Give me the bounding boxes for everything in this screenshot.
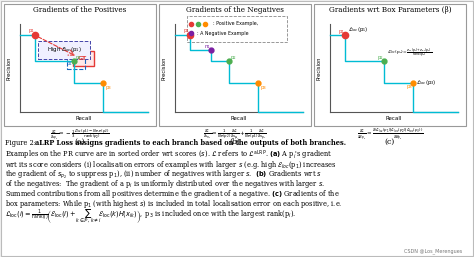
Text: Precision: Precision [317, 56, 321, 80]
Text: p₁: p₁ [184, 29, 189, 33]
Text: : A Negative Example: : A Negative Example [197, 31, 249, 35]
Text: p₁: p₁ [67, 61, 73, 67]
Text: p₁: p₁ [29, 29, 34, 33]
Text: GT: GT [78, 57, 87, 61]
Text: p₃: p₃ [105, 85, 111, 90]
Text: box parameters: While p$_1$ (with highest $s$) is included in total localisation: box parameters: While p$_1$ (with highes… [5, 198, 343, 210]
Text: $\mathcal{L}_{loc}$(p₂)=$\frac{\mathcal{E}_{loc}(p_1){+}\mathcal{E}_{loc}(p_2)}{: $\mathcal{L}_{loc}$(p₂)=$\frac{\mathcal{… [387, 47, 432, 60]
FancyBboxPatch shape [4, 4, 156, 126]
Text: : Positive Example,: : Positive Example, [213, 22, 258, 26]
Text: (a): (a) [75, 138, 85, 146]
Text: n₁: n₁ [204, 44, 210, 49]
Text: Gradients of the Positives: Gradients of the Positives [33, 6, 127, 14]
Text: $\frac{\partial\mathcal{L}}{\partial s_{p_2}} = -\frac{1}{3}\frac{\mathcal{E}_{l: $\frac{\partial\mathcal{L}}{\partial s_{… [50, 127, 110, 143]
Text: $\frac{\partial\mathcal{L}}{\partial s_{n_1}} = \frac{1}{N_{\mathcal{P}}(p_2)}\f: $\frac{\partial\mathcal{L}}{\partial s_{… [203, 127, 267, 142]
Text: p₂: p₂ [377, 55, 383, 60]
Text: $\mathcal{L}_{\mathrm{loc}}(i) = \frac{1}{\mathrm{rank}(i)}\!\left(\mathcal{E}_{: $\mathcal{L}_{\mathrm{loc}}(i) = \frac{1… [5, 208, 296, 226]
Text: Gradients of the Negatives: Gradients of the Negatives [186, 6, 284, 14]
Text: Figure 2:: Figure 2: [5, 139, 38, 147]
Text: CSDN @Los_Merengues: CSDN @Los_Merengues [404, 248, 462, 254]
Text: (b): (b) [229, 138, 240, 146]
Text: wrt its score considers (i) localisation errors of examples with larger $s$ (e.g: wrt its score considers (i) localisation… [5, 159, 337, 171]
Text: $\mathcal{L}_{loc}$(p₃): $\mathcal{L}_{loc}$(p₃) [416, 78, 437, 87]
Text: Gradients wrt Box Parameters (β): Gradients wrt Box Parameters (β) [328, 6, 451, 14]
Text: Recall: Recall [386, 116, 402, 121]
FancyBboxPatch shape [187, 16, 287, 42]
FancyBboxPatch shape [38, 41, 91, 59]
Text: p₂: p₂ [231, 55, 237, 60]
Text: $\frac{\partial\mathcal{L}}{\partial B_{p_3}} = \frac{\partial(\mathcal{L}_{loc}: $\frac{\partial\mathcal{L}}{\partial B_{… [357, 127, 423, 143]
Text: Precision: Precision [7, 56, 11, 80]
Text: p₃: p₃ [260, 85, 266, 90]
Text: Examples on the PR curve are in sorted order wrt scores ($s$). $\mathcal{L}$ ref: Examples on the PR curve are in sorted o… [5, 149, 333, 162]
Text: the gradient of $s_{p_2}$ to suppress p$_1$), (ii) number of negatives with larg: the gradient of $s_{p_2}$ to suppress p$… [5, 168, 322, 181]
FancyBboxPatch shape [73, 51, 94, 66]
Text: aLRP Loss assigns gradients to each branch based on the outputs of both branches: aLRP Loss assigns gradients to each bran… [35, 139, 346, 147]
Text: Precision: Precision [162, 56, 166, 80]
Text: High $\mathcal{E}_{loc}$(p₁): High $\mathcal{E}_{loc}$(p₁) [47, 45, 82, 54]
Text: p₁: p₁ [339, 30, 344, 34]
Text: Summed contributions from all positives determine the gradient of a negative. $\: Summed contributions from all positives … [5, 188, 340, 200]
Text: Recall: Recall [231, 116, 247, 121]
Text: $\mathcal{L}_{loc}$(p₁): $\mathcal{L}_{loc}$(p₁) [348, 25, 369, 34]
Text: (c): (c) [385, 138, 395, 146]
Text: p₃: p₃ [406, 84, 412, 89]
Text: Recall: Recall [76, 116, 92, 121]
Text: of the negatives:  The gradient of a p$_i$ is uniformly distributed over the neg: of the negatives: The gradient of a p$_i… [5, 178, 325, 190]
FancyBboxPatch shape [314, 4, 466, 126]
Text: p₂: p₂ [76, 55, 82, 60]
FancyBboxPatch shape [159, 4, 311, 126]
